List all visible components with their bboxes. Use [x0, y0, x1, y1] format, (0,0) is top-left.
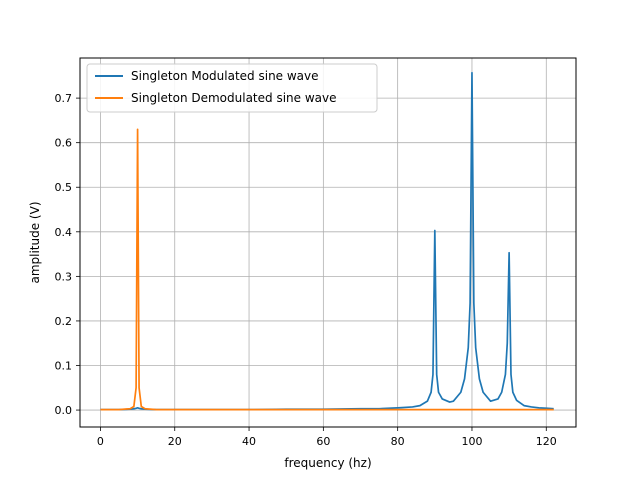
y-axis-label: amplitude (V): [28, 201, 42, 283]
x-tick-label: 40: [242, 435, 256, 448]
legend-label-0: Singleton Modulated sine wave: [131, 69, 319, 83]
y-tick-label: 0.0: [55, 404, 73, 417]
y-tick-label: 0.1: [55, 360, 73, 373]
series-line-1: [100, 128, 554, 411]
y-tick-label: 0.3: [55, 270, 73, 283]
x-axis-label: frequency (hz): [284, 456, 371, 470]
x-tick-label: 100: [461, 435, 482, 448]
x-tick-label: 80: [391, 435, 405, 448]
tick-layer: 0 20 40 60 80 100 120 0.0 0.1 0.2 0.3 0.4 0.5 0.6 0.7: [55, 92, 557, 448]
legend-box: [86, 63, 378, 113]
x-tick-label: 0: [97, 435, 104, 448]
x-tick-label: 120: [536, 435, 557, 448]
series-layer: [100, 71, 554, 411]
y-tick-label: 0.7: [55, 92, 73, 105]
y-tick-label: 0.6: [55, 137, 73, 150]
y-tick-label: 0.2: [55, 315, 73, 328]
y-tick-label: 0.5: [55, 181, 73, 194]
plot-frame: [79, 57, 577, 428]
x-tick-label: 20: [168, 435, 182, 448]
x-tick-label: 60: [316, 435, 330, 448]
legend: Singleton Modulated sine wave Singleton D…: [86, 63, 378, 113]
y-tick-label: 0.4: [55, 226, 73, 239]
legend-label-1: Singleton Demodulated sine wave: [131, 91, 336, 105]
